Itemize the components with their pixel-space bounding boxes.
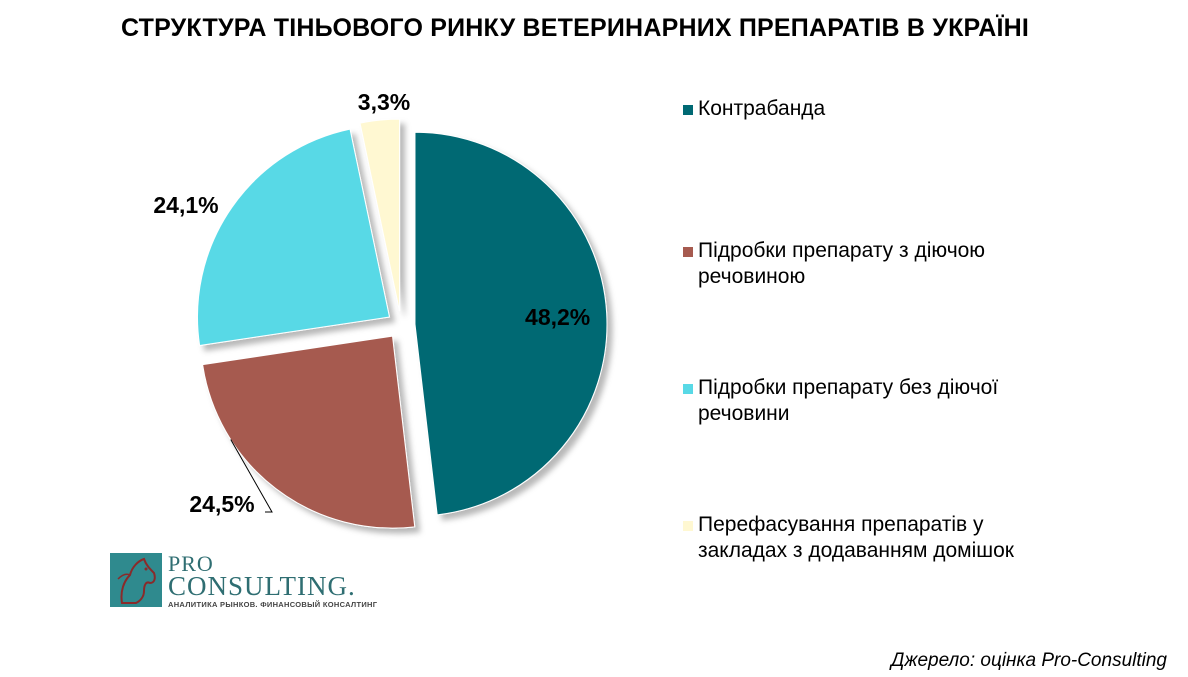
- legend-label: Контрабанда: [698, 97, 826, 120]
- data-label: 48,2%: [525, 304, 590, 330]
- legend-swatch: [683, 105, 693, 115]
- legend-label: Підробки препарату з діючою речовиною: [698, 239, 986, 288]
- leader-line: [230, 439, 273, 513]
- slice-contraband: [414, 131, 608, 516]
- logo-pro-text: PRO: [168, 551, 214, 576]
- data-label: 3,3%: [358, 89, 410, 115]
- chart-title: СТРУКТУРА ТІНЬОВОГО РИНКУ ВЕТЕРИНАРНИХ П…: [121, 14, 1029, 42]
- legend-item-fakes-with-substance: Підробки препарату з діючою речовиною: [683, 238, 1063, 290]
- pro-consulting-logo: PRO CONSULTING. АНАЛИТИКА РЫНКОВ. ФИНАНС…: [110, 551, 377, 609]
- legend-label: Перефасування препаратів у закладах з до…: [698, 513, 1014, 562]
- source-note: Джерело: оцінка Pro-Consulting: [891, 650, 1167, 671]
- legend-item-contraband: Контрабанда: [683, 96, 825, 122]
- horse-logo-icon: [110, 553, 162, 607]
- legend-label: Підробки препарату без діючої речовини: [698, 376, 999, 425]
- slice-fakes-without-substance: [197, 128, 391, 347]
- data-label: 24,1%: [153, 192, 218, 218]
- data-label: 24,5%: [189, 491, 254, 517]
- legend-swatch: [683, 384, 693, 394]
- slice-repackaging: [359, 118, 401, 312]
- legend-item-fakes-without-substance: Підробки препарату без діючої речовини: [683, 375, 1063, 427]
- logo-consulting-text: CONSULTING.: [168, 571, 356, 601]
- legend-swatch: [683, 521, 693, 531]
- slice-fakes-with-substance: [202, 335, 416, 529]
- legend-item-repackaging: Перефасування препаратів у закладах з до…: [683, 512, 1063, 564]
- legend-swatch: [683, 247, 693, 257]
- logo-tagline: АНАЛИТИКА РЫНКОВ. ФИНАНСОВЫЙ КОНСАЛТИНГ: [168, 600, 378, 609]
